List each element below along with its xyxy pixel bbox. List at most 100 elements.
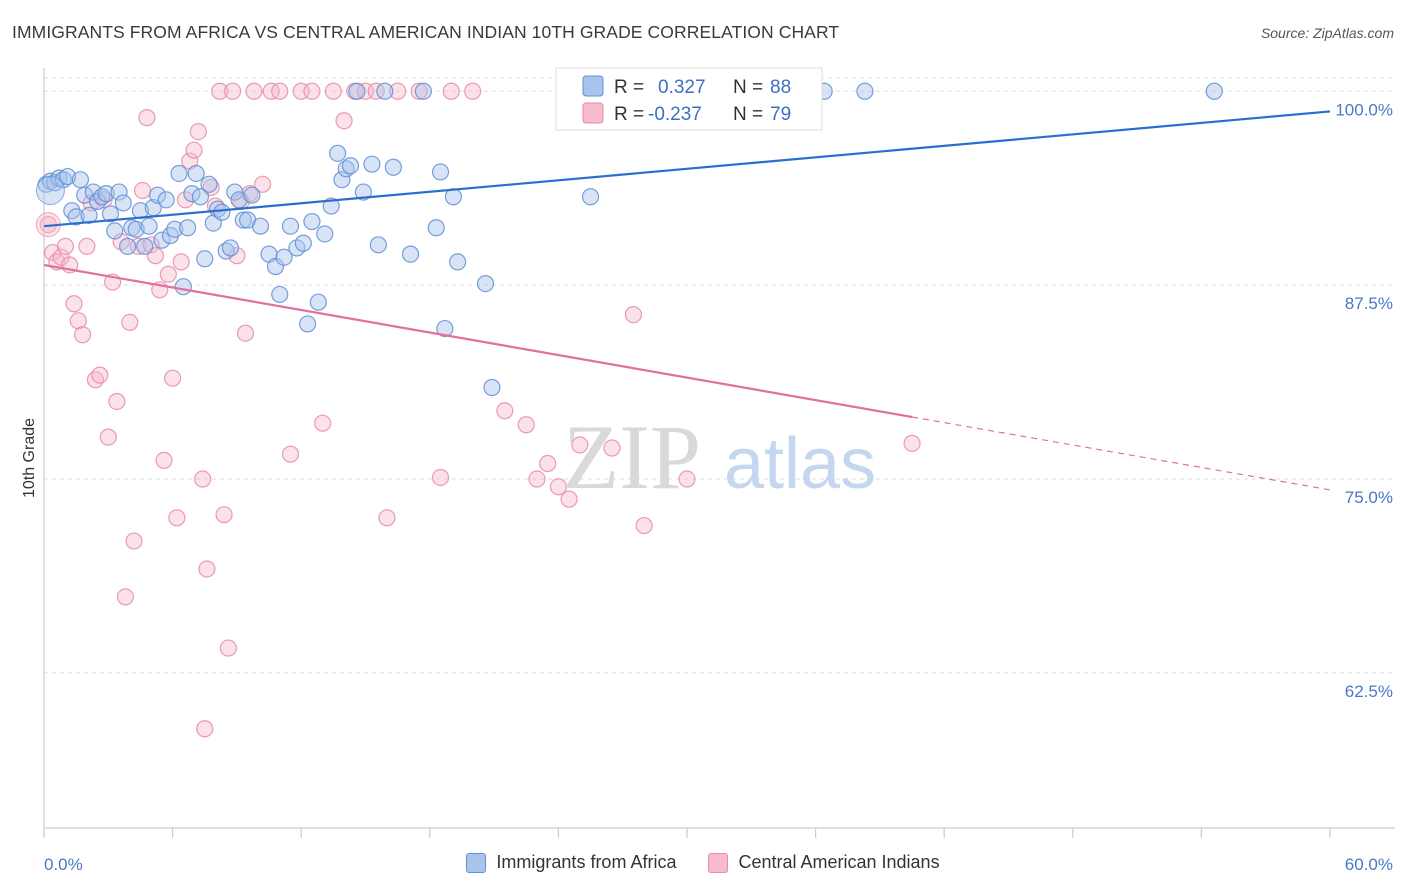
point-cai bbox=[196, 720, 214, 738]
point-africa bbox=[483, 378, 501, 397]
trend-line-cai bbox=[43, 263, 913, 419]
y-tick-label: 87.5% bbox=[1345, 294, 1393, 313]
point-cai bbox=[254, 175, 272, 193]
point-cai bbox=[78, 237, 96, 255]
point-cai bbox=[116, 588, 135, 606]
point-africa bbox=[80, 206, 98, 224]
gridlines bbox=[44, 77, 1395, 674]
point-cai bbox=[99, 428, 117, 446]
point-africa bbox=[110, 183, 128, 201]
point-africa bbox=[348, 82, 366, 100]
point-cai bbox=[624, 306, 643, 324]
point-africa bbox=[581, 188, 600, 206]
point-cai bbox=[245, 82, 263, 100]
point-cai bbox=[603, 439, 621, 457]
point-africa bbox=[266, 257, 285, 276]
point-cai bbox=[335, 112, 353, 130]
y-tick-label: 62.5% bbox=[1345, 682, 1393, 701]
legend-n-label-1: N = bbox=[733, 77, 763, 98]
point-cai bbox=[528, 470, 546, 488]
y-axis-title: 10th Grade bbox=[21, 418, 38, 498]
point-africa bbox=[101, 205, 120, 223]
bottom-legend-label-cai: Central American Indians bbox=[738, 852, 940, 872]
point-africa bbox=[200, 175, 218, 193]
series-central-american-indians bbox=[35, 82, 921, 738]
bottom-legend-swatch-pink bbox=[708, 852, 729, 873]
point-cai bbox=[142, 236, 160, 254]
point-cai bbox=[159, 265, 177, 283]
x-tick-label: 0.0% bbox=[44, 855, 83, 874]
point-africa bbox=[856, 82, 874, 100]
legend: R = 0.327 N = 88 R = -0.237 N = 79 bbox=[555, 67, 823, 131]
point-cai bbox=[517, 416, 535, 434]
point-africa bbox=[148, 186, 167, 204]
bottom-legend-swatch-blue bbox=[466, 852, 487, 873]
point-cai bbox=[324, 82, 342, 100]
point-africa bbox=[329, 144, 347, 162]
trend-line-africa bbox=[43, 110, 1331, 228]
tick-labels: 62.5% 75.0% 87.5% 100.0% 0.0% 60.0% bbox=[44, 100, 1393, 874]
chart-source: Source: ZipAtlas.com bbox=[1260, 25, 1394, 41]
point-africa bbox=[299, 315, 317, 333]
legend-r-value-2: -0.237 bbox=[648, 104, 702, 125]
point-cai bbox=[560, 490, 578, 508]
point-cai bbox=[172, 253, 190, 271]
legend-r-label-2: R = bbox=[614, 104, 644, 125]
point-africa bbox=[401, 245, 420, 263]
point-africa bbox=[271, 285, 289, 304]
point-cai bbox=[211, 82, 229, 100]
legend-swatch-pink bbox=[582, 102, 604, 124]
point-africa bbox=[106, 222, 124, 240]
point-africa bbox=[369, 236, 387, 254]
point-africa bbox=[118, 237, 137, 255]
point-africa bbox=[179, 219, 197, 237]
point-africa bbox=[309, 293, 327, 311]
point-africa bbox=[303, 212, 321, 231]
point-cai bbox=[121, 313, 139, 331]
point-cai bbox=[69, 312, 87, 330]
point-cai bbox=[678, 470, 696, 488]
y-tick-label: 100.0% bbox=[1335, 100, 1393, 119]
point-africa bbox=[221, 239, 240, 257]
point-africa bbox=[431, 163, 450, 181]
point-africa bbox=[58, 167, 77, 186]
point-cai bbox=[539, 454, 557, 473]
point-cai bbox=[168, 509, 186, 527]
point-africa bbox=[67, 208, 85, 226]
point-cai bbox=[903, 434, 921, 452]
bottom-legend-item-cai: Central American Indians bbox=[708, 852, 940, 873]
chart-title: IMMIGRANTS FROM AFRICA VS CENTRAL AMERIC… bbox=[12, 22, 840, 42]
point-cai bbox=[91, 366, 109, 384]
point-africa bbox=[136, 237, 154, 255]
point-africa bbox=[97, 185, 115, 203]
point-africa bbox=[251, 217, 270, 235]
point-cai bbox=[410, 82, 428, 100]
point-africa bbox=[476, 274, 495, 293]
point-africa bbox=[35, 176, 65, 206]
point-cai bbox=[549, 478, 568, 496]
point-cai bbox=[189, 122, 207, 141]
trend-line-cai-extension bbox=[911, 416, 1331, 491]
point-cai bbox=[185, 141, 203, 159]
point-cai bbox=[125, 532, 143, 550]
point-africa bbox=[196, 250, 214, 268]
point-cai bbox=[219, 639, 237, 657]
point-africa bbox=[84, 183, 102, 201]
bottom-legend-item-africa: Immigrants from Africa bbox=[466, 852, 676, 873]
point-cai bbox=[442, 82, 460, 100]
point-africa bbox=[191, 188, 210, 206]
legend-n-label-2: N = bbox=[733, 104, 763, 125]
point-cai bbox=[65, 295, 83, 313]
legend-r-value-1: 0.327 bbox=[658, 77, 706, 98]
point-cai bbox=[108, 392, 126, 411]
point-cai bbox=[236, 324, 255, 342]
point-cai bbox=[215, 506, 233, 524]
bottom-legend: Immigrants from Africa Central American … bbox=[0, 852, 1406, 873]
point-africa bbox=[275, 248, 293, 266]
point-africa bbox=[153, 231, 171, 249]
point-cai bbox=[635, 516, 653, 535]
point-africa bbox=[333, 171, 351, 189]
point-cai bbox=[224, 82, 242, 100]
